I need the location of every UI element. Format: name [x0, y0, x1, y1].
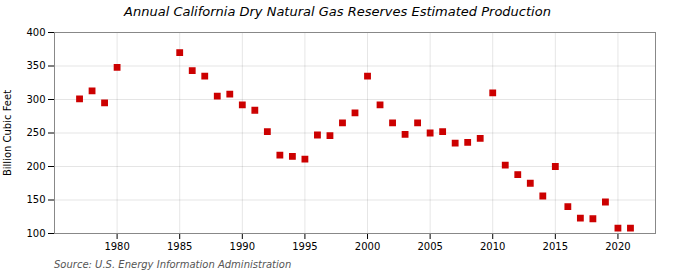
- svg-text:2005: 2005: [417, 241, 442, 252]
- svg-text:150: 150: [26, 194, 45, 205]
- svg-text:1985: 1985: [167, 241, 192, 252]
- html-text:Source: U.S. Energy Informatio: Source: U.S. Energy Information Administ…: [54, 259, 292, 270]
- svg-text:1990: 1990: [230, 241, 255, 252]
- svg-text:1995: 1995: [292, 241, 317, 252]
- svg-text:2010: 2010: [480, 241, 505, 252]
- svg-text:300: 300: [26, 94, 45, 105]
- html-text:Annual California Dry Natural: Annual California Dry Natural Gas Reserv…: [124, 4, 551, 19]
- svg-text:1980: 1980: [104, 241, 129, 252]
- svg-text:2000: 2000: [355, 241, 380, 252]
- svg-text:100: 100: [26, 228, 45, 239]
- svg-text:2015: 2015: [543, 241, 568, 252]
- svg-text:200: 200: [26, 161, 45, 172]
- svg-text:2020: 2020: [605, 241, 630, 252]
- svg-text:250: 250: [26, 127, 45, 138]
- svg-text:Billion Cubic Feet: Billion Cubic Feet: [2, 90, 13, 176]
- svg-text:350: 350: [26, 60, 45, 71]
- svg-text:400: 400: [26, 27, 45, 38]
